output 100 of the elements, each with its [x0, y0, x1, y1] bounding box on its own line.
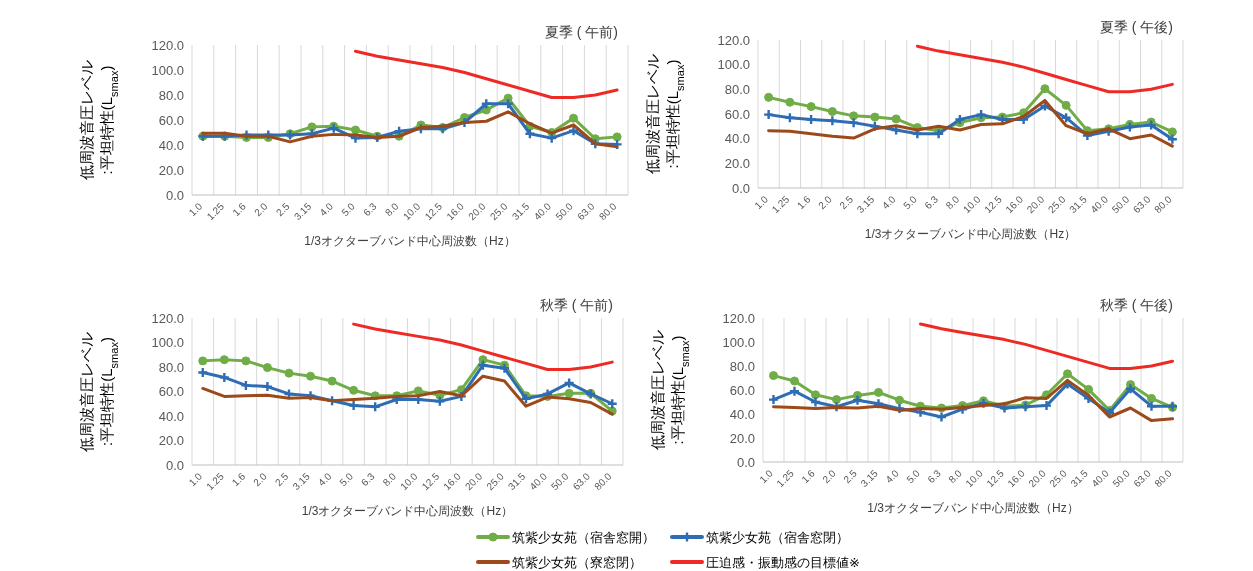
x-tick-label: 3.15 — [858, 467, 881, 490]
x-tick-label: 6.3 — [925, 467, 944, 486]
x-tick-label: 4.0 — [879, 193, 898, 212]
x-tick-label: 63.0 — [1130, 193, 1153, 216]
x-tick-label: 1.25 — [204, 200, 227, 223]
y-tick-label: 60.0 — [729, 382, 755, 398]
x-tick-label: 63.0 — [1131, 467, 1154, 490]
x-tick-label: 2.5 — [837, 193, 856, 212]
y-tick-label: 20.0 — [158, 162, 184, 178]
y-tick-label: 0.0 — [165, 187, 184, 203]
x-tick-label: 31.5 — [505, 470, 528, 493]
x-tick-label: 2.5 — [272, 470, 291, 489]
x-tick-label: 4.0 — [317, 200, 336, 219]
y-tick-label: 60.0 — [724, 106, 750, 122]
x-tick-label: 40.0 — [1089, 467, 1112, 490]
y-tick-label: 80.0 — [729, 358, 755, 374]
x-tick-label: 10.0 — [400, 200, 423, 223]
x-tick-label: 2.0 — [816, 193, 835, 212]
chart-title: 夏季 ( 午後) — [1099, 19, 1173, 35]
legend-label: 筑紫少女苑（寮窓閉） — [512, 555, 642, 570]
x-tick-label: 6.3 — [358, 470, 377, 489]
y-tick-label: 20.0 — [729, 430, 755, 446]
y-tick-label: 0.0 — [731, 180, 750, 196]
x-tick-label: 12.5 — [984, 467, 1007, 490]
x-tick-label: 6.3 — [361, 200, 380, 219]
x-tick-label: 1.6 — [229, 470, 248, 489]
x-tick-label: 1.6 — [230, 200, 249, 219]
x-tick-label: 2.0 — [820, 467, 839, 486]
x-tick-label: 31.5 — [1067, 193, 1090, 216]
x-tick-label: 80.0 — [1152, 193, 1175, 216]
y-tick-label: 0.0 — [736, 454, 755, 470]
x-tick-label: 3.15 — [290, 470, 313, 493]
x-tick-label: 40.0 — [531, 200, 554, 223]
x-tick-label: 40.0 — [1088, 193, 1111, 216]
x-tick-label: 3.15 — [291, 200, 314, 223]
x-axis-title: 1/3オクターブバンド中心周波数（Hz） — [864, 227, 1077, 241]
x-tick-label: 6.3 — [922, 193, 941, 212]
x-tick-label: 50.0 — [1110, 467, 1133, 490]
x-axis-title: 1/3オクターブバンド中心周波数（Hz） — [867, 501, 1079, 515]
y-tick-label: 40.0 — [729, 406, 755, 422]
x-tick-label: 8.0 — [382, 200, 401, 219]
x-tick-label: 5.0 — [904, 467, 923, 486]
x-tick-label: 1.6 — [794, 193, 813, 212]
y-tick-label: 40.0 — [724, 131, 750, 147]
x-tick-label: 12.5 — [422, 200, 445, 223]
x-tick-label: 1.0 — [757, 467, 776, 486]
x-axis-title: 1/3オクターブバンド中心周波数（Hz） — [301, 504, 514, 518]
x-tick-label: 50.0 — [548, 470, 571, 493]
x-tick-label: 2.0 — [251, 470, 270, 489]
legend-label: 筑紫少女苑（宿舎窓閉） — [706, 530, 849, 545]
x-tick-label: 80.0 — [1152, 467, 1175, 490]
y-tick-label: 60.0 — [158, 112, 184, 128]
x-tick-label: 2.5 — [841, 467, 860, 486]
y-tick-label: 120.0 — [717, 32, 750, 48]
x-tick-label: 31.5 — [509, 200, 532, 223]
x-tick-label: 8.0 — [380, 470, 399, 489]
x-tick-label: 1.6 — [799, 467, 818, 486]
x-tick-label: 10.0 — [963, 467, 986, 490]
x-tick-label: 16.0 — [1005, 467, 1028, 490]
y-tick-label: 80.0 — [158, 359, 184, 375]
x-tick-label: 16.0 — [441, 470, 464, 493]
x-tick-label: 2.5 — [273, 200, 292, 219]
y-tick-label: 100.0 — [151, 62, 184, 78]
x-tick-label: 1.0 — [186, 470, 205, 489]
chart-title: 秋季 ( 午前) — [539, 297, 613, 313]
x-tick-label: 12.5 — [982, 193, 1005, 216]
x-tick-label: 40.0 — [527, 470, 550, 493]
chart-title: 秋季 ( 午後) — [1099, 297, 1173, 313]
y-tick-label: 100.0 — [717, 57, 750, 73]
x-tick-label: 80.0 — [592, 470, 614, 493]
x-tick-label: 2.0 — [252, 200, 271, 219]
y-tick-label: 20.0 — [724, 155, 750, 171]
x-tick-label: 4.0 — [315, 470, 334, 489]
chart-title: 夏季 ( 午前) — [544, 24, 618, 40]
x-tick-label: 1.0 — [752, 193, 771, 212]
x-tick-label: 63.0 — [570, 470, 593, 493]
x-tick-label: 5.0 — [339, 200, 358, 219]
x-tick-label: 31.5 — [1068, 467, 1091, 490]
x-tick-label: 1.0 — [186, 200, 205, 219]
x-tick-label: 3.15 — [854, 193, 877, 216]
y-tick-label: 40.0 — [158, 137, 184, 153]
y-tick-label: 60.0 — [158, 384, 184, 399]
legend-label: 筑紫少女苑（宿舎窓開） — [512, 530, 655, 545]
y-tick-label: 40.0 — [158, 408, 184, 424]
x-tick-label: 8.0 — [943, 193, 962, 212]
x-tick-label: 50.0 — [1109, 193, 1132, 216]
y-tick-label: 80.0 — [158, 87, 184, 103]
x-tick-label: 10.0 — [960, 193, 983, 216]
x-tick-label: 1.25 — [204, 470, 227, 493]
y-tick-label: 100.0 — [722, 334, 755, 350]
x-tick-label: 5.0 — [337, 470, 356, 489]
y-tick-label: 0.0 — [165, 457, 184, 473]
x-tick-label: 12.5 — [419, 470, 442, 493]
x-tick-label: 10.0 — [398, 470, 420, 493]
x-tick-label: 8.0 — [946, 467, 965, 486]
y-tick-label: 120.0 — [151, 310, 184, 326]
y-tick-label: 20.0 — [158, 433, 184, 448]
y-tick-label: 80.0 — [724, 81, 750, 97]
x-tick-label: 63.0 — [575, 200, 598, 223]
x-tick-label: 50.0 — [553, 200, 576, 223]
